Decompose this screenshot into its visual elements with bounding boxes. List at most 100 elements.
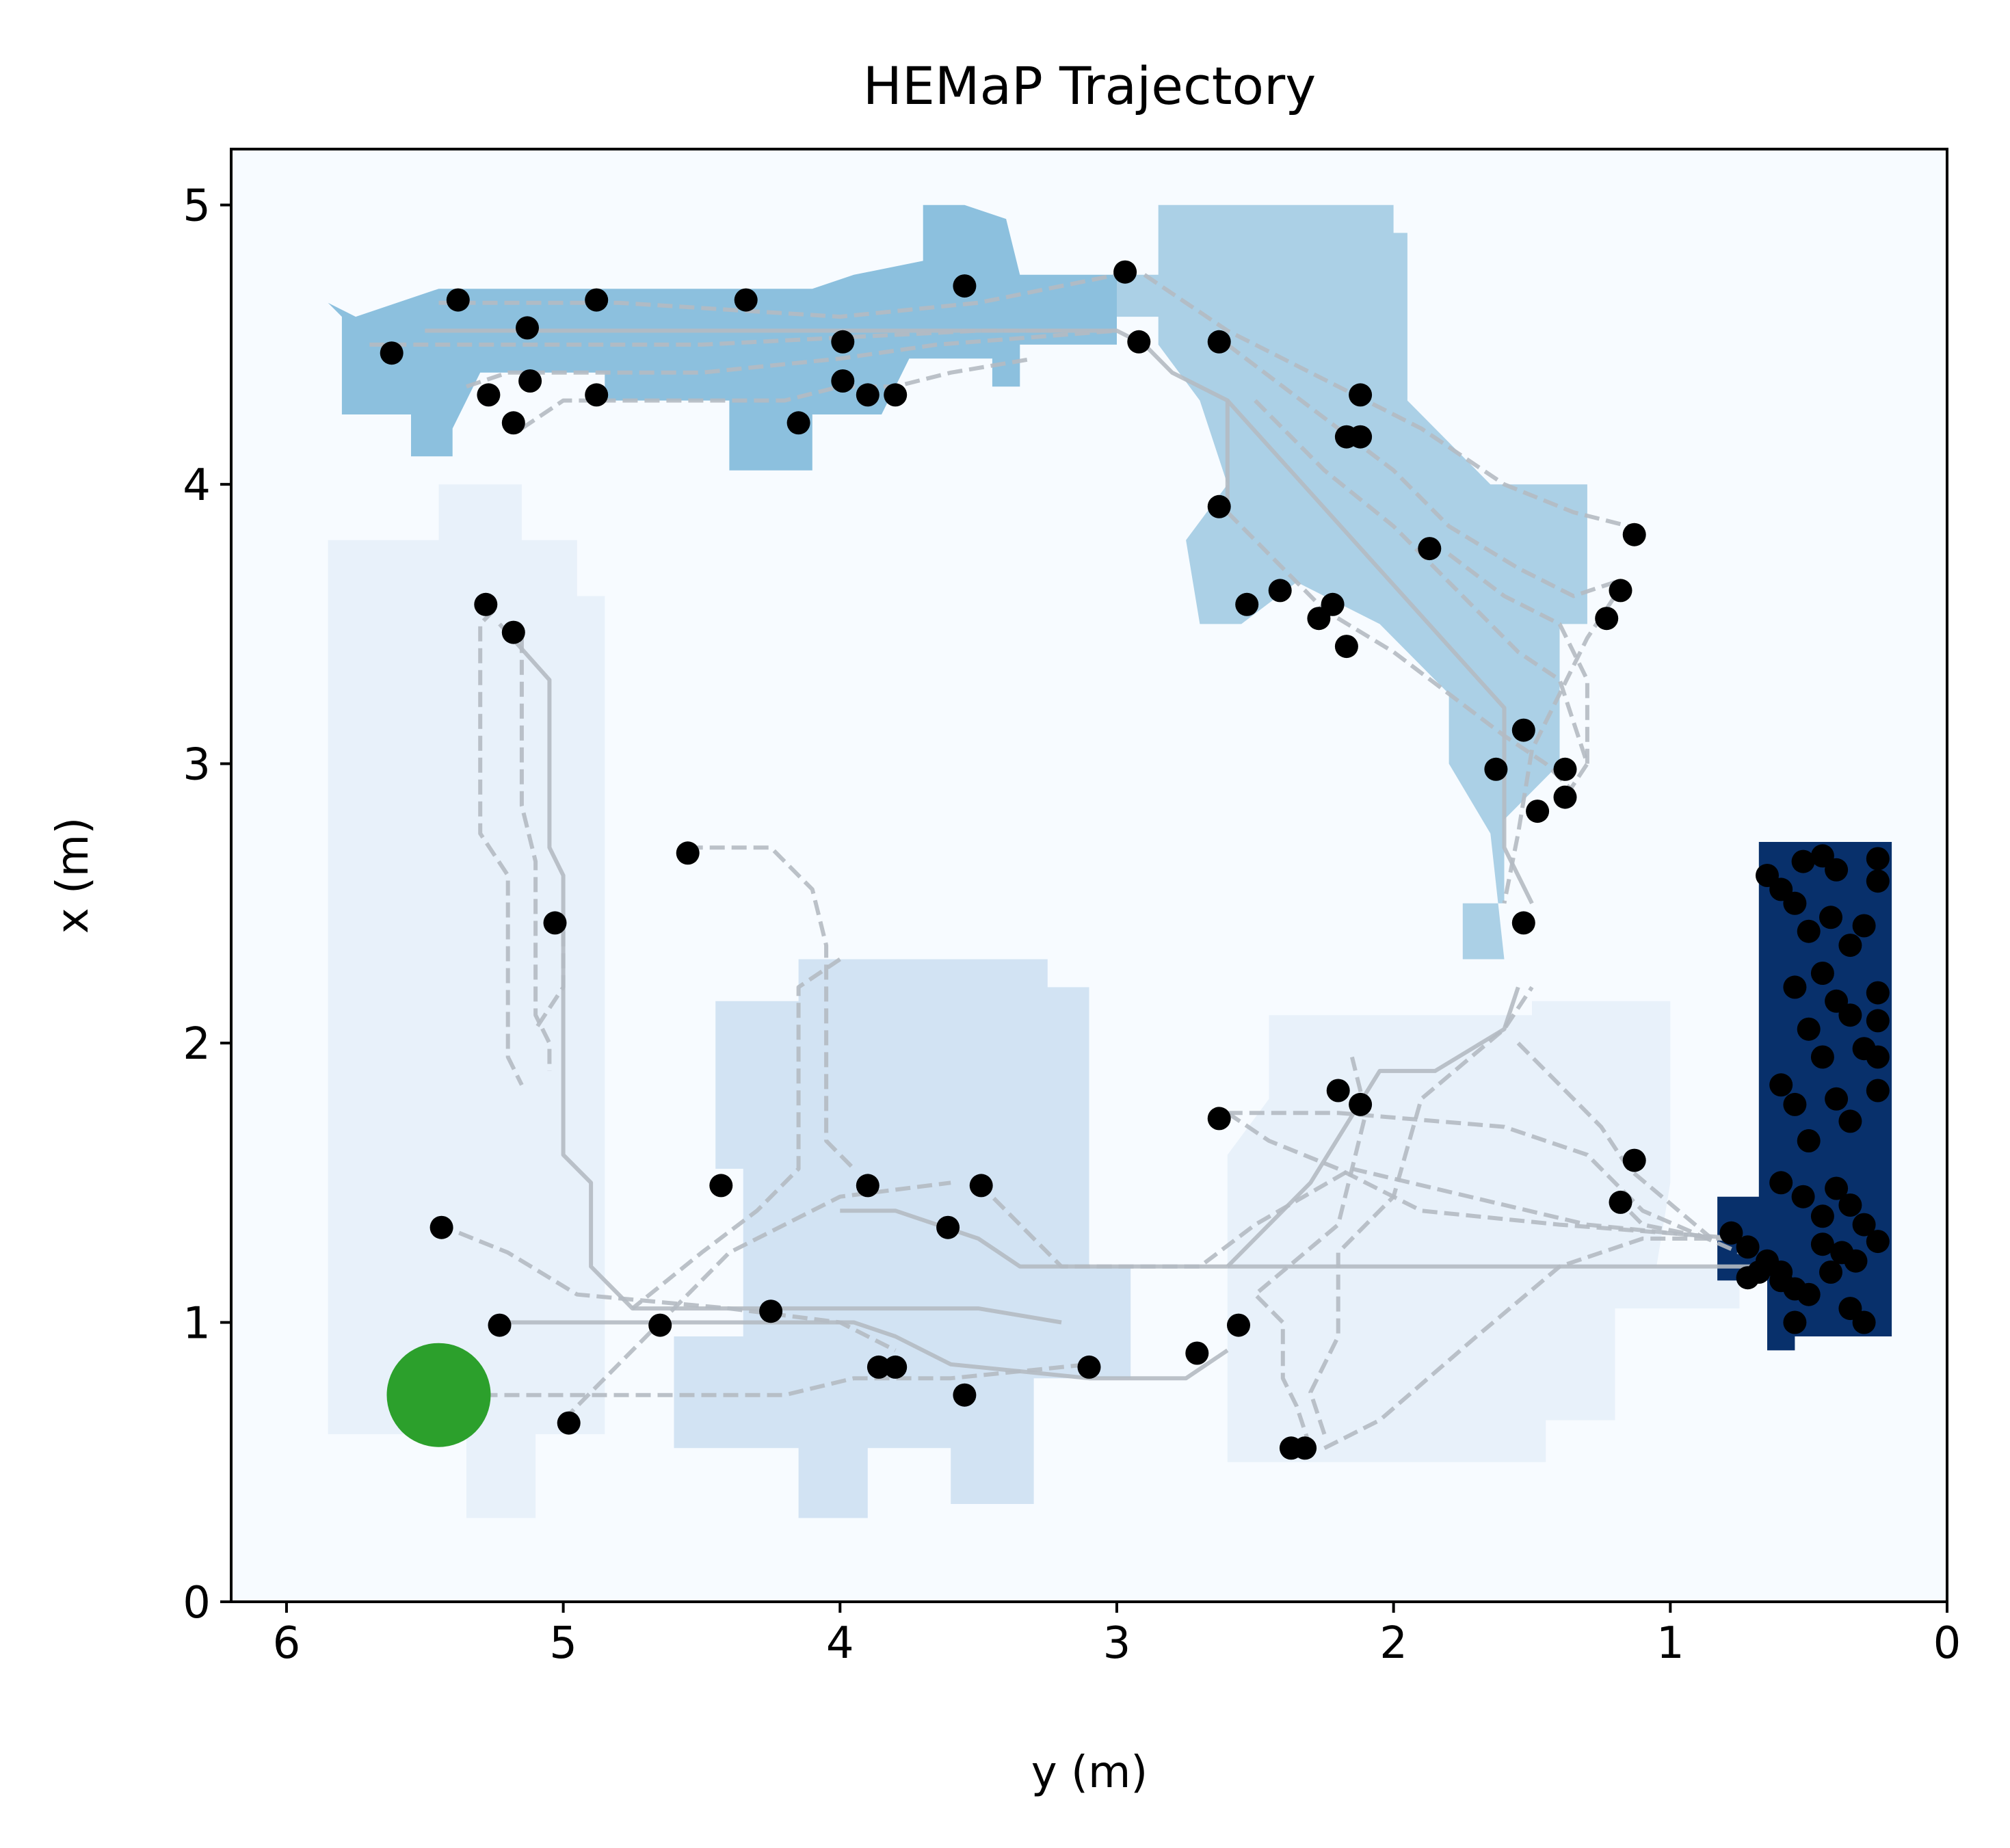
trajectory-point-65	[1791, 849, 1815, 873]
chart-title: HEMaP Trajectory	[863, 55, 1317, 116]
x-tick-label-0: 0	[1933, 1618, 1961, 1669]
trajectory-path-6	[1143, 343, 1230, 512]
trajectory-path-23	[533, 931, 566, 1031]
trajectory-paths-layer	[369, 272, 1782, 1450]
y-tick-label-0: 0	[183, 1578, 211, 1628]
trajectory-point-29	[1307, 607, 1331, 631]
trajectory-point-69	[1866, 869, 1890, 893]
trajectory-point-38	[501, 620, 525, 644]
trajectory-point-86	[1825, 1087, 1849, 1111]
x-axis-label: y (m)	[1031, 1747, 1148, 1798]
y-tick-label-4: 4	[183, 460, 211, 511]
trajectory-path-8	[438, 1362, 1089, 1397]
trajectory-path-31	[1226, 510, 1575, 793]
trajectory-point-79	[1838, 1003, 1862, 1027]
trajectory-point-20	[1349, 425, 1373, 449]
trajectory-point-41	[1326, 1079, 1350, 1103]
trajectory-point-88	[1866, 1045, 1890, 1069]
trajectory-path-12	[631, 958, 841, 1310]
trajectory-point-2	[477, 383, 501, 407]
trajectory-points-layer	[380, 260, 1890, 1460]
y-axis-label: x (m)	[48, 817, 98, 934]
trajectory-point-23	[1622, 523, 1646, 546]
trajectory-point-72	[1797, 919, 1821, 943]
trajectory-point-110	[1769, 1269, 1793, 1293]
trajectory-point-10	[831, 330, 855, 354]
trajectory-point-93	[1825, 1176, 1849, 1200]
trajectory-point-82	[1810, 1045, 1834, 1069]
trajectory-point-1	[446, 288, 470, 312]
trajectory-point-74	[1852, 914, 1876, 938]
trajectory-point-46	[429, 1215, 453, 1239]
trajectory-point-54	[867, 1355, 890, 1379]
trajectory-point-62	[1293, 1436, 1317, 1460]
x-tick-label-2: 2	[1379, 1618, 1407, 1669]
heatmap-region-1	[1227, 1001, 1740, 1462]
trajectory-point-45	[1609, 1190, 1632, 1214]
start-marker-layer	[386, 1343, 491, 1447]
trajectory-path-33	[1447, 552, 1589, 764]
trajectory-point-75	[1810, 962, 1834, 985]
trajectory-point-11	[831, 369, 855, 393]
trajectory-point-98	[1719, 1221, 1743, 1245]
trajectory-point-36	[1511, 911, 1535, 935]
trajectory-point-25	[1595, 607, 1619, 631]
trajectory-path-22	[519, 637, 552, 1071]
trajectory-path-14	[1226, 1111, 1740, 1241]
heatmap-region-3	[1117, 204, 1587, 960]
trajectory-point-94	[1838, 1193, 1862, 1217]
trajectory-point-47	[709, 1174, 733, 1198]
trajectory-point-6	[585, 288, 609, 312]
trajectory-point-112	[1819, 1260, 1842, 1284]
x-tick-label-6: 6	[273, 1618, 301, 1669]
trajectory-point-55	[884, 1355, 908, 1379]
trajectory-point-53	[759, 1299, 783, 1323]
trajectory-point-30	[1334, 635, 1358, 659]
trajectory-point-70	[1783, 891, 1807, 915]
x-tick-label-5: 5	[549, 1618, 577, 1669]
trajectory-point-96	[1852, 1213, 1876, 1237]
trajectory-path-7	[1226, 399, 1534, 905]
plot-frame	[230, 148, 1948, 1603]
trajectory-point-78	[1866, 981, 1890, 1005]
trajectory-point-48	[856, 1174, 880, 1198]
trajectory-path-19	[1516, 1041, 1713, 1241]
trajectory-point-33	[1553, 757, 1577, 781]
trajectory-path-11	[687, 845, 856, 1171]
trajectory-point-31	[1511, 718, 1535, 742]
trajectory-point-4	[518, 369, 542, 393]
trajectory-point-91	[1769, 1171, 1793, 1195]
heatmap-region-0	[328, 484, 605, 1518]
trajectory-point-84	[1769, 1073, 1793, 1097]
trajectory-point-35	[1526, 800, 1550, 823]
trajectory-point-73	[1838, 934, 1862, 958]
trajectory-point-3	[516, 316, 539, 340]
x-tick-label-3: 3	[1103, 1618, 1131, 1669]
x-axis: 6 5 4 3 2 1 0	[273, 1602, 1961, 1669]
trajectory-point-57	[1077, 1355, 1101, 1379]
trajectory-path-9	[438, 1222, 897, 1353]
trajectory-point-22	[1418, 537, 1442, 561]
trajectory-point-34	[1553, 785, 1577, 809]
trajectory-point-113	[1844, 1249, 1868, 1273]
trajectory-path-13	[977, 1166, 1726, 1269]
trajectory-point-7	[585, 383, 609, 407]
trajectory-path-1	[498, 622, 1062, 1325]
trajectory-point-44	[1622, 1148, 1646, 1172]
x-tick-label-4: 4	[826, 1618, 854, 1669]
trajectory-point-8	[734, 288, 758, 312]
trajectory-point-15	[1113, 260, 1137, 284]
start-marker	[386, 1343, 491, 1447]
trajectory-path-15	[1227, 1111, 1741, 1255]
trajectory-point-68	[1866, 847, 1890, 871]
trajectory-point-12	[856, 383, 880, 407]
heatmap-region-5	[1717, 842, 1892, 1351]
trajectory-path-24	[369, 328, 1061, 347]
trajectory-path-25	[438, 272, 1118, 319]
trajectory-point-13	[884, 383, 908, 407]
trajectory-point-39	[676, 841, 700, 865]
trajectory-point-32	[1484, 757, 1508, 781]
trajectory-path-21	[478, 608, 524, 1086]
trajectory-point-58	[1185, 1341, 1209, 1365]
